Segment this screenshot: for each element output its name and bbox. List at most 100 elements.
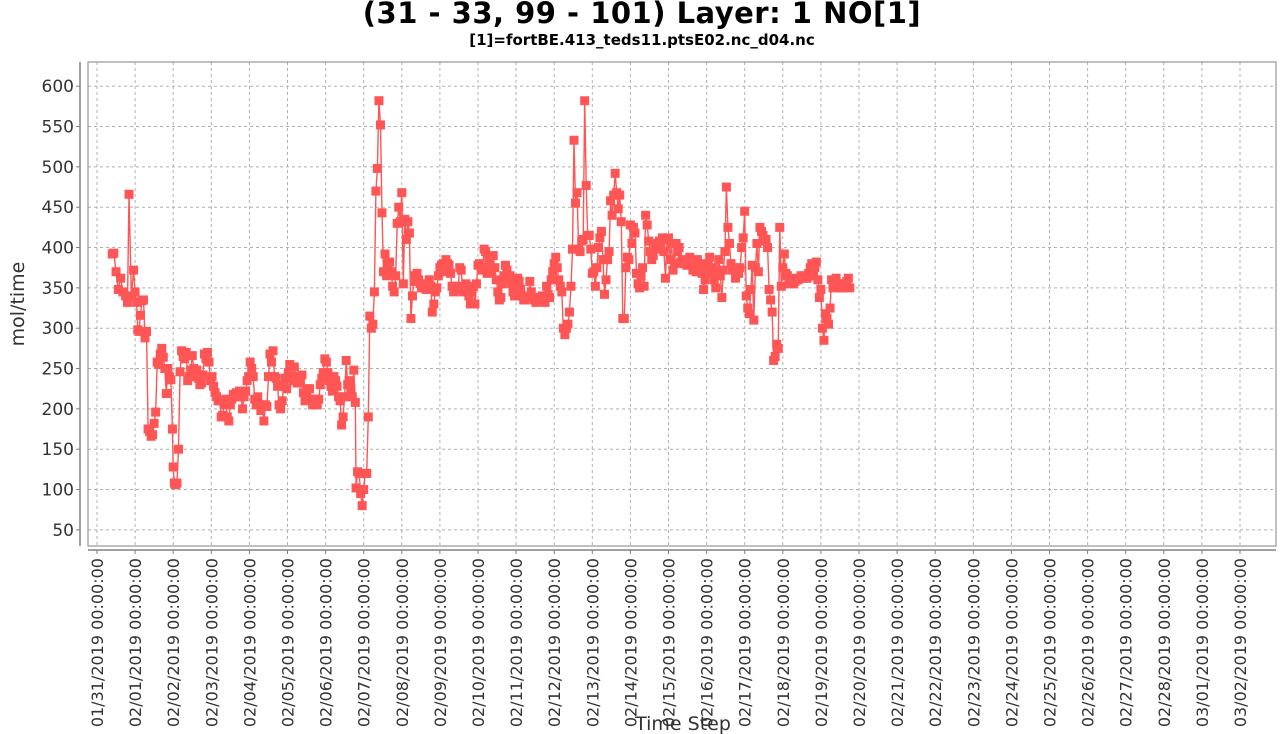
data-point <box>723 222 733 232</box>
y-tick-label: 600 <box>42 77 74 97</box>
data-point <box>377 208 387 218</box>
data-point <box>641 210 651 220</box>
data-point <box>843 273 853 283</box>
y-tick-label: 350 <box>42 279 74 299</box>
x-tick-label: 02/13/2019 00:00:00 <box>583 558 602 727</box>
data-point <box>245 357 255 367</box>
data-point <box>363 412 373 422</box>
data-point <box>453 281 463 291</box>
data-point <box>502 265 512 275</box>
data-point <box>142 326 152 336</box>
x-tick-label: 02/16/2019 00:00:00 <box>698 558 717 727</box>
data-point <box>753 267 763 277</box>
data-point <box>738 233 748 243</box>
x-tick-label: 02/22/2019 00:00:00 <box>926 558 945 727</box>
data-point <box>811 257 821 267</box>
data-point <box>389 287 399 297</box>
data-point <box>490 263 500 273</box>
data-point <box>822 314 832 324</box>
x-tick-label: 02/06/2019 00:00:00 <box>317 558 336 727</box>
data-point <box>496 293 506 303</box>
data-point <box>347 392 357 402</box>
data-point <box>545 293 555 303</box>
data-point <box>181 347 191 357</box>
data-point <box>604 247 614 257</box>
data-point <box>397 188 407 198</box>
x-tick-label: 02/15/2019 00:00:00 <box>660 558 679 727</box>
data-point <box>497 279 507 289</box>
data-point <box>305 384 315 394</box>
data-point <box>161 389 171 399</box>
data-point <box>349 365 359 375</box>
data-point <box>295 378 305 388</box>
data-point <box>599 289 609 299</box>
x-tick-label: 02/26/2019 00:00:00 <box>1079 558 1098 727</box>
y-tick-label: 450 <box>42 198 74 218</box>
data-point <box>168 462 178 472</box>
x-tick-label: 02/01/2019 00:00:00 <box>126 558 145 727</box>
data-point <box>465 299 475 309</box>
data-point <box>394 202 404 212</box>
data-point <box>380 249 390 259</box>
data-point <box>557 287 567 297</box>
data-point <box>357 501 367 511</box>
y-tick-label: 250 <box>42 360 74 380</box>
data-point <box>845 283 855 293</box>
data-point <box>321 357 331 367</box>
data-point <box>749 315 759 325</box>
data-point <box>331 376 341 386</box>
data-point <box>421 284 431 294</box>
data-point <box>814 293 824 303</box>
data-point <box>664 233 673 243</box>
data-point <box>682 260 692 270</box>
data-point <box>432 283 442 293</box>
data-point <box>615 190 625 200</box>
data-point <box>157 343 167 353</box>
data-point <box>767 307 777 317</box>
data-point <box>398 279 408 289</box>
x-tick-label: 02/08/2019 00:00:00 <box>393 558 412 727</box>
data-point <box>239 392 249 402</box>
data-point <box>526 287 536 297</box>
data-point <box>371 186 381 196</box>
data-point <box>596 226 606 236</box>
data-point <box>778 263 788 273</box>
data-point <box>372 163 382 173</box>
data-point <box>525 276 535 286</box>
data-point <box>362 468 372 478</box>
data-point <box>761 234 771 244</box>
data-point <box>571 198 581 208</box>
data-point <box>340 392 350 402</box>
x-tick-label: 02/23/2019 00:00:00 <box>964 558 983 727</box>
data-point <box>552 263 562 273</box>
data-point <box>109 248 119 258</box>
data-point <box>697 268 707 278</box>
data-point <box>196 378 206 388</box>
data-point <box>670 259 680 269</box>
x-tick-label: 02/27/2019 00:00:00 <box>1117 558 1136 727</box>
y-tick-label: 200 <box>42 400 74 420</box>
data-point <box>138 295 148 305</box>
data-point <box>819 335 829 345</box>
data-point <box>575 247 585 257</box>
data-point <box>324 376 334 386</box>
data-point <box>804 268 814 278</box>
data-point <box>177 346 187 356</box>
data-point <box>259 416 269 426</box>
y-axis-ticks: 50 100 150 200 250 300 350 400 450 500 550 600 <box>42 77 80 541</box>
data-point <box>775 222 785 232</box>
data-point <box>627 239 637 248</box>
data-point <box>779 249 789 259</box>
data-point <box>584 230 594 240</box>
data-point <box>121 291 131 301</box>
data-point <box>740 206 750 216</box>
x-tick-label: 02/11/2019 00:00:00 <box>507 558 526 727</box>
data-point <box>731 273 741 283</box>
data-point <box>241 386 251 396</box>
data-point <box>735 263 745 273</box>
data-point <box>382 271 392 281</box>
y-tick-label: 50 <box>52 521 74 541</box>
data-point <box>198 370 208 380</box>
data-point <box>764 284 774 294</box>
data-point <box>743 303 753 313</box>
